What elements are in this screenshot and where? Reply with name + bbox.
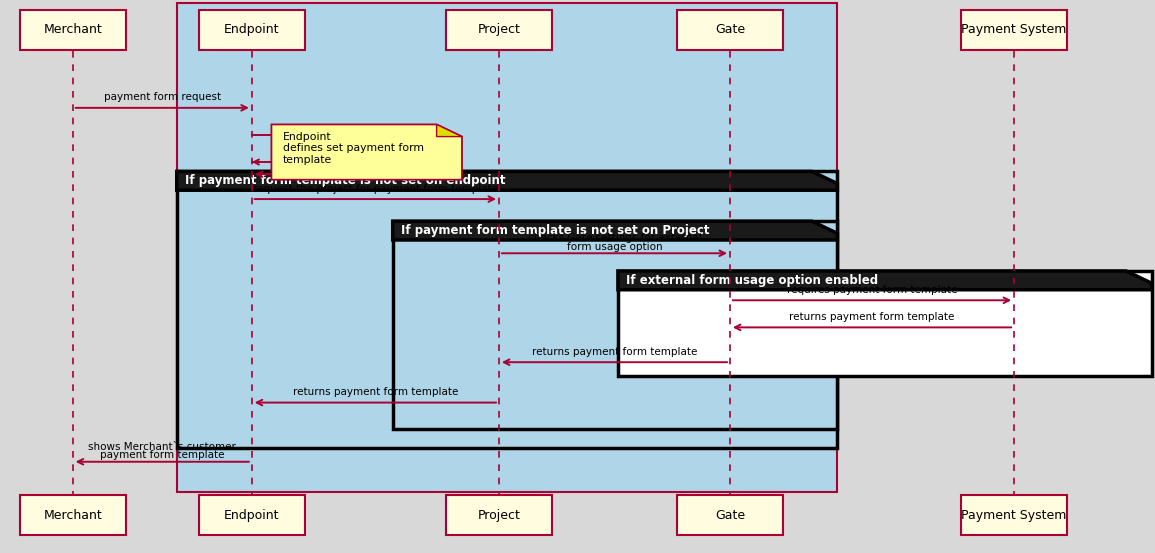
Bar [961, 495, 1067, 535]
Polygon shape [177, 171, 837, 190]
Bar [677, 495, 783, 535]
Text: returns payment form template: returns payment form template [292, 387, 459, 397]
Text: Project: Project [477, 509, 521, 522]
Bar [177, 3, 837, 492]
Polygon shape [393, 221, 837, 240]
Bar [677, 10, 783, 50]
Bar [199, 495, 305, 535]
Bar [961, 10, 1067, 50]
Bar [20, 10, 126, 50]
Text: requires payment form template: requires payment form template [787, 285, 957, 295]
Bar [20, 495, 126, 535]
Text: payment form template: payment form template [100, 450, 224, 460]
Polygon shape [271, 124, 462, 180]
Text: Endpoint: Endpoint [224, 509, 280, 522]
Bar [393, 221, 837, 429]
Text: Endpoint: Endpoint [224, 23, 280, 36]
Text: If payment form template is not set on endpoint: If payment form template is not set on e… [185, 174, 505, 187]
Text: shows Merchant`s customer: shows Merchant`s customer [88, 442, 237, 452]
Text: Merchant: Merchant [44, 509, 102, 522]
Text: returns payment form template: returns payment form template [531, 347, 698, 357]
Text: Gate: Gate [715, 509, 745, 522]
Text: form usage option: form usage option [567, 242, 662, 252]
Bar [446, 495, 552, 535]
Text: Endpoint
defines set payment form
template: Endpoint defines set payment form templa… [283, 132, 424, 165]
Text: request the project for payment form template: request the project for payment form tem… [253, 184, 498, 194]
Text: If external form usage option enabled: If external form usage option enabled [626, 274, 878, 287]
Text: Payment System: Payment System [961, 23, 1067, 36]
Bar [618, 271, 1152, 376]
Bar [446, 10, 552, 50]
Text: Project: Project [477, 23, 521, 36]
Bar [199, 10, 305, 50]
Text: checks Gate settings for external: checks Gate settings for external [528, 233, 701, 243]
Text: Gate: Gate [715, 23, 745, 36]
Polygon shape [437, 124, 462, 137]
Text: If payment form template is not set on Project: If payment form template is not set on P… [401, 224, 709, 237]
Text: Merchant: Merchant [44, 23, 102, 36]
Bar [177, 171, 837, 448]
Polygon shape [618, 271, 1152, 290]
Text: payment form request: payment form request [104, 92, 221, 102]
Text: returns payment form template: returns payment form template [789, 312, 955, 322]
Text: Payment System: Payment System [961, 509, 1067, 522]
Text: Industra: Industra [474, 9, 541, 24]
